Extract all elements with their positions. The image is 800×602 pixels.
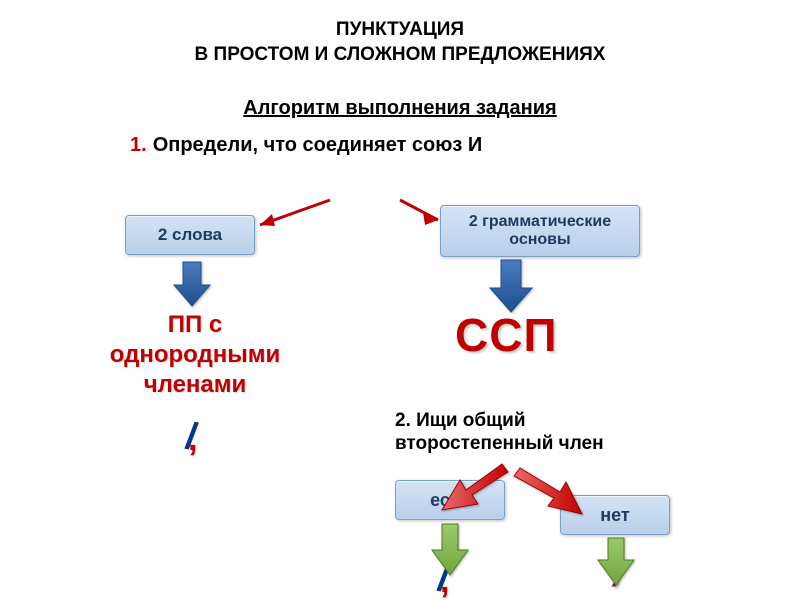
step-2: 2. Ищи общий второстепенный член <box>395 410 604 456</box>
arrow-step1-to-gram <box>400 200 438 225</box>
final-comma: , <box>608 550 621 579</box>
arrow-gram-down <box>490 260 532 312</box>
slash-1: / <box>182 415 200 459</box>
box-no-label: нет <box>600 505 629 526</box>
step-2-l2: второстепенный член <box>395 433 604 454</box>
pp-label-l1: ПП с <box>80 310 310 340</box>
step-1-text: Определи, что соединяет союз И <box>153 134 483 156</box>
box-gram-line1: 2 грамматические <box>469 213 611 231</box>
comma-strike-1: , / <box>188 420 197 459</box>
pp-label: ПП с однородными членами <box>80 310 310 400</box>
box-gram-inner: 2 грамматические основы <box>469 213 611 250</box>
subtitle: Алгоритм выполнения задания <box>0 97 800 120</box>
pp-label-l2: однородными <box>80 340 310 370</box>
arrow-step1-to-words <box>260 200 330 226</box>
box-grammatical-bases: 2 грамматические основы <box>440 205 640 257</box>
arrow-words-down <box>174 262 210 306</box>
step-1: 1.Определи, что соединяет союз И <box>0 134 800 157</box>
pp-label-l3: членами <box>80 370 310 400</box>
title-line-2: В ПРОСТОМ И СЛОЖНОМ ПРЕДЛОЖЕНИЯХ <box>0 43 800 68</box>
box-two-words: 2 слова <box>125 215 255 255</box>
step-2-l1: Ищи общий <box>416 410 525 431</box>
comma-strike-2: , / <box>440 562 449 601</box>
main-title: ПУНКТУАЦИЯ В ПРОСТОМ И СЛОЖНОМ ПРЕДЛОЖЕН… <box>0 0 800 67</box>
title-line-1: ПУНКТУАЦИЯ <box>0 18 800 43</box>
box-yes: есть <box>395 480 505 520</box>
ssp-label: ССП <box>455 308 558 362</box>
step-2-num: 2. <box>395 410 411 431</box>
step-1-num: 1. <box>130 134 153 156</box>
box-yes-label: есть <box>430 490 470 511</box>
box-gram-line2: основы <box>469 231 611 249</box>
box-no: нет <box>560 495 670 535</box>
slash-2: / <box>434 557 452 601</box>
box-two-words-label: 2 слова <box>158 225 222 245</box>
